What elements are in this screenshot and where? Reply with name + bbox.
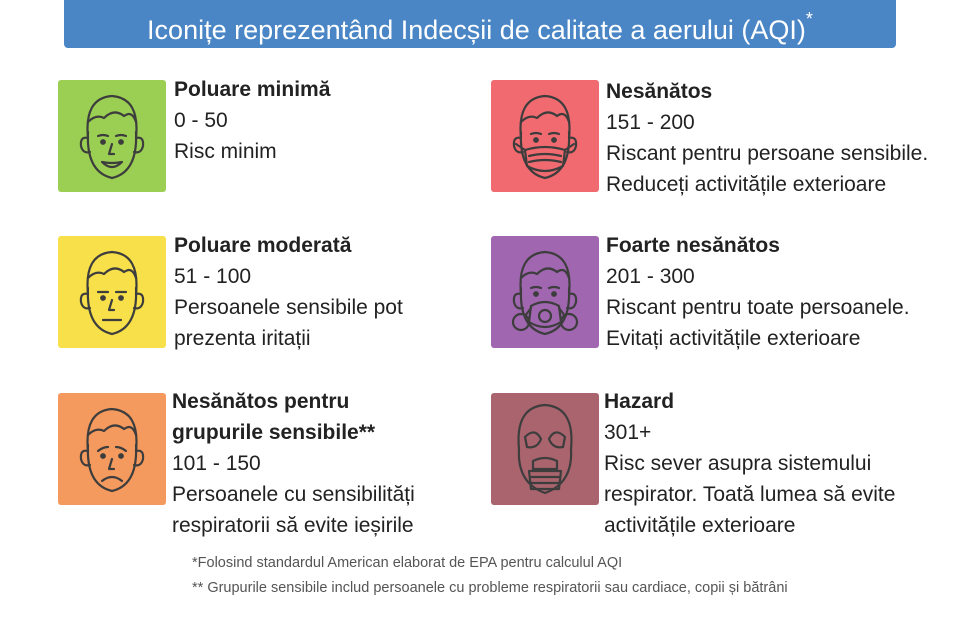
face-with-respirator-icon: [511, 250, 579, 336]
icon-box-sensitive-groups: [58, 393, 166, 505]
sad-face-icon: [79, 407, 145, 493]
category-minimal: Poluare minimă 0 - 50 Risc minim: [174, 74, 330, 167]
category-desc-line: respiratorii să evite ieșirile: [172, 514, 414, 537]
footnote-epa: *Folosind standardul American elaborat d…: [192, 555, 623, 571]
header-title-mark: *: [805, 9, 813, 29]
category-title-line: Nesănătos pentru: [172, 390, 350, 413]
category-range: 101 - 150: [172, 452, 261, 475]
category-title: Poluare minimă: [174, 78, 331, 101]
category-title: Nesănătos: [606, 80, 713, 103]
category-desc-line: prezenta iritații: [174, 327, 311, 350]
category-sensitive-groups: Nesănătos pentru grupurile sensibile** 1…: [172, 386, 415, 541]
icon-box-moderate: [58, 236, 166, 348]
category-title: Foarte nesănătos: [606, 234, 780, 257]
category-desc-line: respirator. Toată lumea să evite: [604, 483, 896, 506]
icon-box-hazard: [491, 393, 599, 505]
category-range: 301+: [604, 421, 652, 444]
category-very-unhealthy: Foarte nesănătos 201 - 300 Riscant pentr…: [606, 230, 910, 354]
category-desc-line: Evitați activitățile exterioare: [606, 327, 861, 350]
category-range: 0 - 50: [174, 109, 228, 132]
category-range: 151 - 200: [606, 111, 695, 134]
category-range: 201 - 300: [606, 265, 695, 288]
category-desc-line: Risc minim: [174, 140, 277, 163]
category-desc-line: Reduceți activitățile exterioare: [606, 173, 887, 196]
category-desc-line: Riscant pentru toate persoanele.: [606, 296, 910, 319]
gas-mask-icon: [517, 403, 573, 495]
category-hazard: Hazard 301+ Risc sever asupra sistemului…: [604, 386, 895, 541]
header-banner: Iconițe reprezentând Indecșii de calitat…: [64, 0, 896, 48]
category-title-line: grupurile sensibile**: [172, 421, 376, 444]
category-moderate: Poluare moderată 51 - 100 Persoanele sen…: [174, 230, 403, 354]
category-desc-line: Persoanele cu sensibilități: [172, 483, 415, 506]
icon-box-minimal: [58, 80, 166, 192]
category-title: Hazard: [604, 390, 675, 413]
category-desc-line: Risc sever asupra sistemului: [604, 452, 872, 475]
category-unhealthy: Nesănătos 151 - 200 Riscant pentru perso…: [606, 76, 928, 200]
header-title: Iconițe reprezentând Indecșii de calitat…: [147, 15, 806, 45]
neutral-face-icon: [79, 250, 145, 336]
category-desc-line: Persoanele sensibile pot: [174, 296, 403, 319]
category-desc-line: Riscant pentru persoane sensibile.: [606, 142, 929, 165]
category-title: Poluare moderată: [174, 234, 352, 257]
icon-box-very-unhealthy: [491, 236, 599, 348]
category-range: 51 - 100: [174, 265, 252, 288]
footnote-sensitive-groups: ** Grupurile sensibile includ persoanele…: [192, 580, 788, 596]
category-desc-line: activitățile exterioare: [604, 514, 796, 537]
face-with-surgical-mask-icon: [512, 94, 578, 180]
icon-box-unhealthy: [491, 80, 599, 192]
smiling-face-icon: [79, 94, 145, 180]
